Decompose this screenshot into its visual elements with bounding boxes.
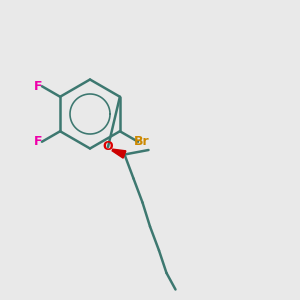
Text: O: O — [103, 140, 113, 154]
Text: F: F — [34, 80, 43, 93]
Text: F: F — [34, 135, 43, 148]
Polygon shape — [112, 149, 126, 158]
Text: Br: Br — [134, 135, 149, 148]
